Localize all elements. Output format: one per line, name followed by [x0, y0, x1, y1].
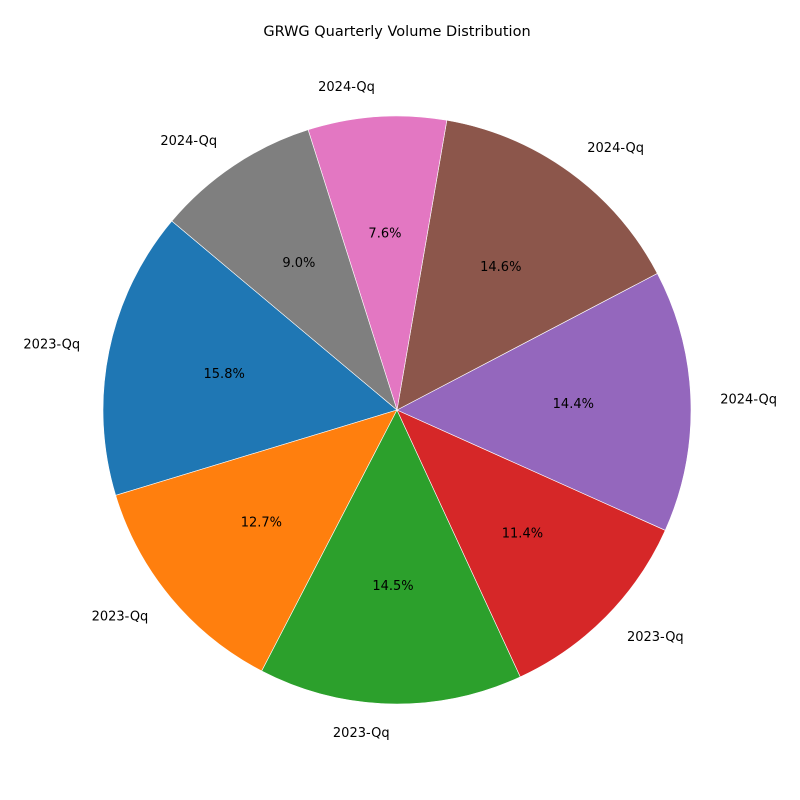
slice-label: 2023-Qq — [23, 338, 80, 353]
pie-slice — [307, 115, 448, 411]
slice-percent-label: 14.5% — [372, 579, 413, 594]
slice-percent-label: 7.6% — [368, 227, 401, 242]
pie-slice — [396, 409, 666, 678]
slice-label: 2023-Qq — [627, 630, 684, 645]
slice-percent-label: 15.8% — [204, 367, 245, 382]
slice-label: 2023-Qq — [333, 726, 390, 741]
pie-slice — [171, 129, 398, 411]
slice-percent-label: 14.4% — [553, 397, 594, 412]
slice-percent-label: 14.6% — [480, 260, 521, 275]
slice-label: 2024-Qq — [720, 393, 777, 408]
slice-label: 2024-Qq — [160, 134, 217, 149]
slice-label: 2024-Qq — [587, 141, 644, 156]
percent-labels: 15.8% 12.7% 14.5% 11.4% 14.4% 14.6% 7.6% 9.0% — [204, 227, 594, 594]
pie-slices — [102, 115, 692, 705]
chart-title: GRWG Quarterly Volume Distribution — [263, 24, 530, 40]
pie-slice — [261, 409, 521, 705]
slice-labels: 2023-Qq 2023-Qq 2023-Qq 2023-Qq 2024-Qq 2024-… — [23, 80, 777, 741]
pie-slice — [102, 220, 398, 496]
slice-label: 2024-Qq — [318, 80, 375, 95]
pie-slice — [396, 119, 658, 411]
slice-percent-label: 9.0% — [282, 256, 315, 271]
slice-percent-label: 12.7% — [241, 515, 282, 530]
slice-label: 2023-Qq — [92, 609, 149, 624]
pie-slice — [115, 409, 398, 672]
pie-slice — [396, 273, 692, 531]
slice-percent-label: 11.4% — [502, 527, 543, 542]
